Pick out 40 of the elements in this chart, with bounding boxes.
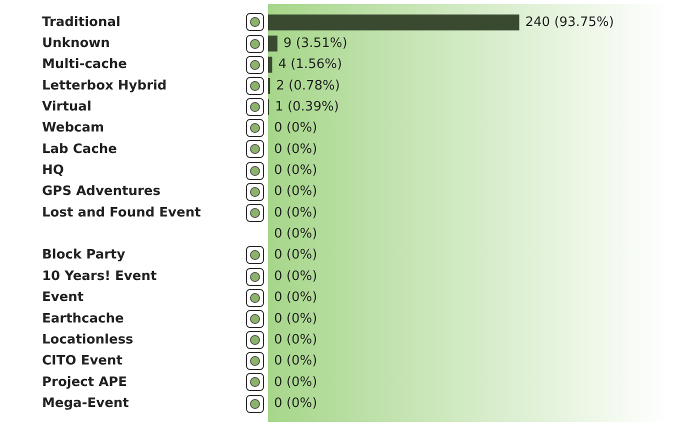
data-label: 0 (0%) <box>274 396 318 411</box>
data-label: 0 (0%) <box>274 205 318 220</box>
data-label: 9 (3.51%) <box>283 36 348 51</box>
data-label: 4 (1.56%) <box>278 57 342 72</box>
y-tick-label: Webcam <box>42 120 104 136</box>
data-label: 1 (0.39%) <box>275 99 339 114</box>
data-label: 0 (0%) <box>274 184 318 200</box>
y-tick-label: Block Party <box>42 248 126 263</box>
data-label: 0 (0%) <box>274 163 318 178</box>
y-tick-label: Mega-Event <box>42 396 129 411</box>
y-tick-label: CITO Event <box>42 354 122 369</box>
data-label: 0 (0%) <box>274 374 318 390</box>
data-label: 0 (0%) <box>274 311 318 326</box>
data-label: 0 (0%) <box>274 354 318 369</box>
y-tick-label: Unknown <box>42 36 110 51</box>
data-label: 0 (0%) <box>274 248 318 263</box>
y-tick-label: Multi-cache <box>42 57 128 72</box>
y-tick-label: Lost and Found Event <box>42 205 201 220</box>
y-tick-label: Lab Cache <box>42 142 118 157</box>
y-tick-label: HQ <box>42 163 64 178</box>
data-label: 0 (0%) <box>274 226 318 242</box>
y-tick-label: Event <box>42 290 84 306</box>
data-label: 240 (93.75%) <box>525 14 614 30</box>
y-tick-label: GPS Adventures <box>42 184 161 200</box>
y-tick-label: Letterbox Hybrid <box>42 78 167 94</box>
y-tick-label: 10 Years! Event <box>42 268 157 284</box>
data-label: 0 (0%) <box>274 268 318 284</box>
data-label: 0 (0%) <box>274 290 318 306</box>
y-tick-label: Earthcache <box>42 311 124 326</box>
y-tick-label: Traditional <box>42 14 120 30</box>
data-label: 2 (0.78%) <box>276 78 340 94</box>
bar <box>268 56 272 73</box>
data-label: 0 (0%) <box>274 142 318 157</box>
y-tick-label: Project APE <box>42 374 128 390</box>
data-label: 0 (0%) <box>274 120 318 136</box>
y-tick-label: Virtual <box>42 99 92 114</box>
bar <box>268 36 278 52</box>
data-label: 0 (0%) <box>274 332 318 348</box>
y-tick-label: Locationless <box>42 332 134 348</box>
bar <box>268 14 520 30</box>
